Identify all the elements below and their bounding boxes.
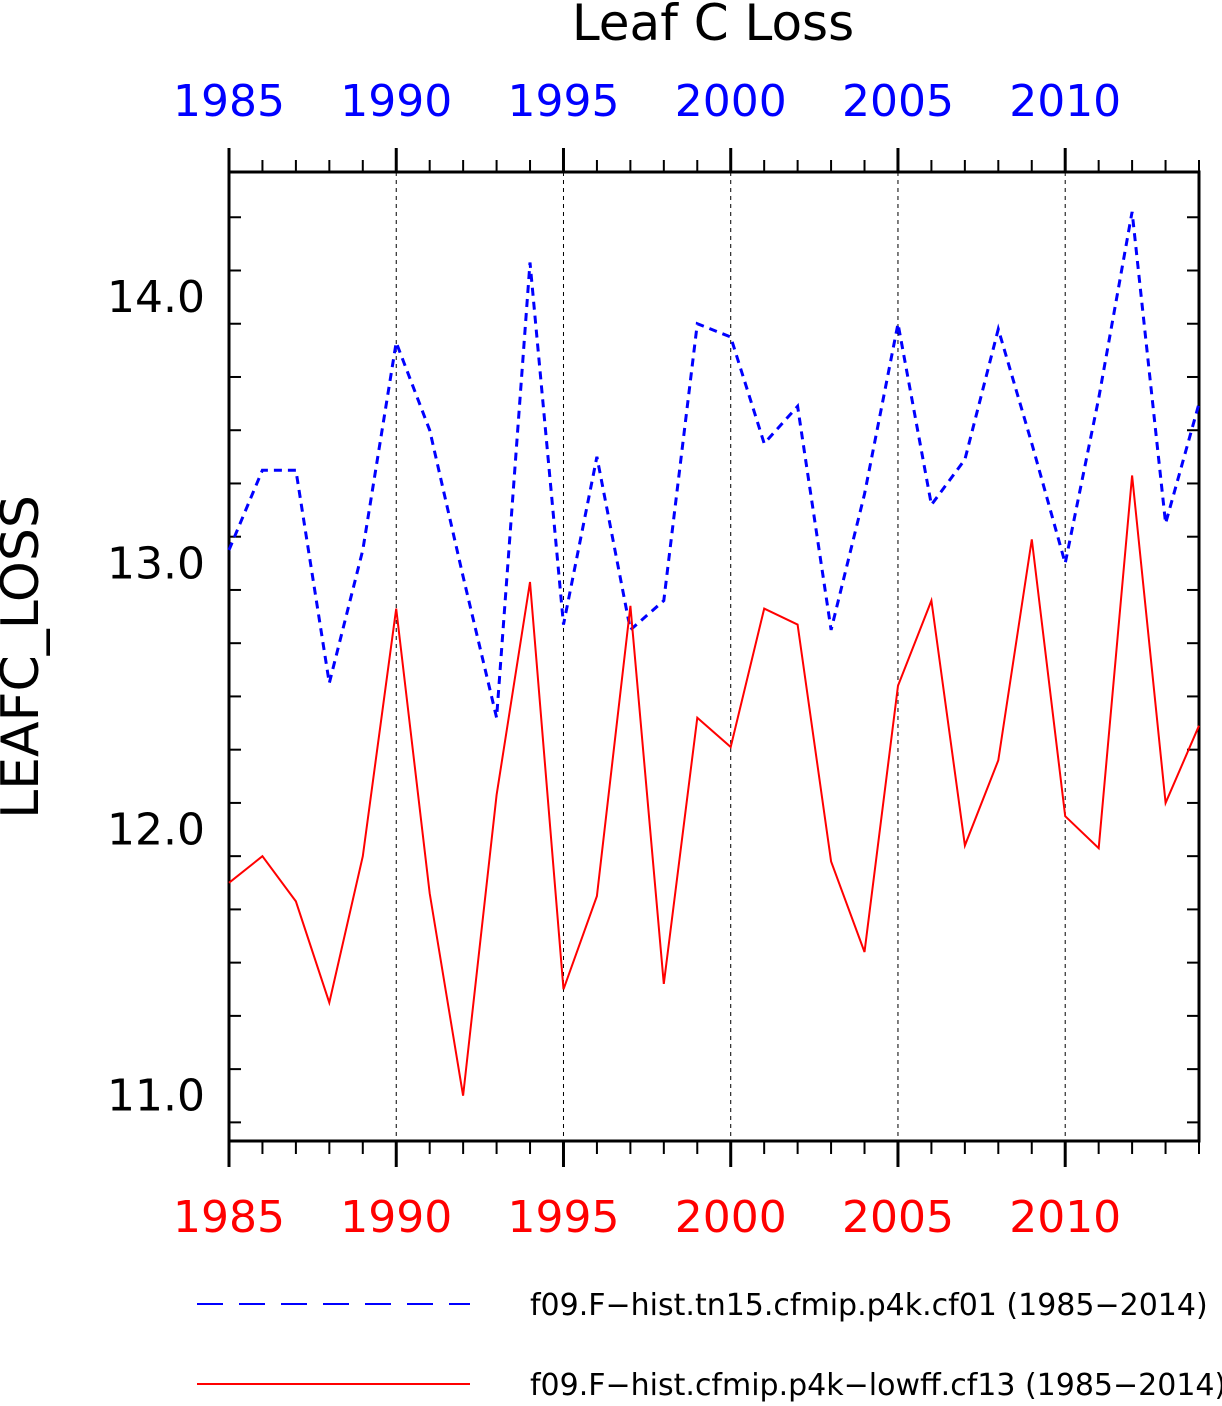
- x-tick-label-bottom: 1990: [340, 1192, 452, 1243]
- series-line-1: [228, 475, 1200, 1096]
- y-tick-label: 12.0: [107, 805, 205, 856]
- x-tick-label-bottom: 2000: [675, 1192, 787, 1243]
- x-tick-label-bottom: 1995: [507, 1192, 619, 1243]
- y-tick-label: 13.0: [107, 538, 205, 589]
- x-tick-label-bottom: 1985: [173, 1192, 285, 1243]
- x-tick-label-top: 2000: [675, 76, 787, 127]
- y-tick-label: 11.0: [107, 1071, 205, 1122]
- y-axis-label: LEAFC_LOSS: [0, 495, 51, 819]
- x-tick-label-top: 1995: [507, 76, 619, 127]
- x-tick-label-bottom: 2005: [842, 1192, 954, 1243]
- y-tick-label: 14.0: [107, 272, 205, 323]
- series-line-0: [227, 211, 1201, 719]
- x-tick-label-top: 1985: [173, 76, 285, 127]
- x-tick-label-top: 2005: [842, 76, 954, 127]
- x-tick-label-bottom: 2010: [1009, 1192, 1121, 1243]
- legend-label-0: f09.F−hist.tn15.cfmip.p4k.cf01 (1985−201…: [530, 1288, 1208, 1323]
- x-tick-label-top: 2010: [1009, 76, 1121, 127]
- legend-label-1: f09.F−hist.cfmip.p4k−lowff.cf13 (1985−20…: [530, 1368, 1222, 1402]
- x-tick-label-top: 1990: [340, 76, 452, 127]
- chart-title: Leaf C Loss: [572, 0, 854, 52]
- plot-frame: [227, 170, 1201, 1143]
